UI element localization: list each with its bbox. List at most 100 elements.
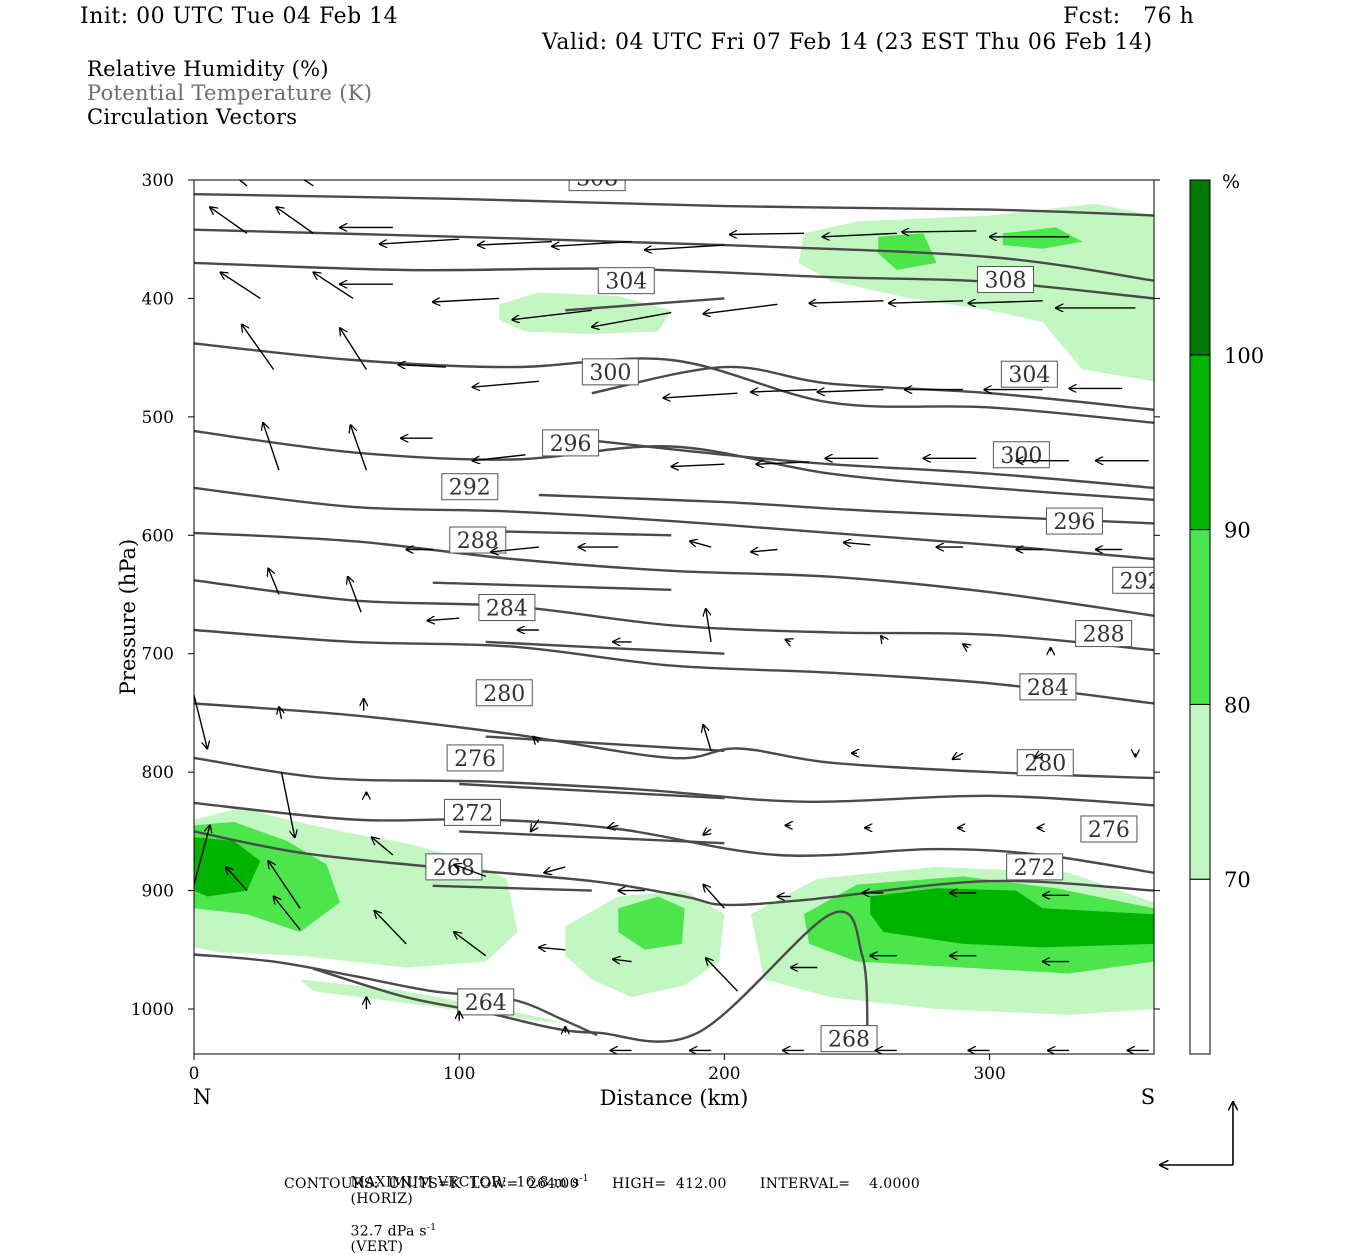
potential-temperature-contours: 264 268 272 276 280 284 288 292 296 300 304 308 304 3… <box>194 108 1154 1053</box>
circulation-vector <box>226 867 248 892</box>
circulation-vector <box>512 309 592 319</box>
circulation-vector <box>703 303 778 314</box>
relative-humidity-fill <box>194 203 1154 1024</box>
contour-label: 312 <box>1053 156 1095 181</box>
x-tick-label: 300 <box>973 1064 1005 1084</box>
x-tick-label: 0 <box>189 1064 200 1084</box>
contour-label: 308 <box>984 268 1026 293</box>
theta-contour <box>194 486 1154 561</box>
circulation-vector <box>280 771 295 837</box>
circulation-vector <box>539 947 566 949</box>
contour-label: 288 <box>1083 623 1125 648</box>
colorbar: 70 80 90 100% <box>1189 171 1264 1055</box>
circulation-vector <box>751 550 778 552</box>
contour-label-box <box>441 473 499 501</box>
theta-contour <box>432 581 672 591</box>
contour-label-box <box>1000 360 1058 388</box>
contour-label-box <box>542 429 600 457</box>
circulation-vector <box>238 180 248 187</box>
circulation-vector <box>889 301 964 303</box>
circulation-vector <box>902 231 977 232</box>
circulation-vector <box>968 301 1043 303</box>
contour-label-box <box>1006 853 1064 881</box>
circulation-vector <box>348 577 362 613</box>
contour-label: 296 <box>1053 510 1095 535</box>
theta-contour <box>591 365 1154 411</box>
colorbar-90-100 <box>1189 354 1211 531</box>
colorbar-label: 70 <box>1224 868 1251 892</box>
contour-label: 312 <box>640 110 682 135</box>
valid-time: Valid: 04 UTC Fri 07 Feb 14 (23 EST Thu … <box>542 30 1153 55</box>
circulation-vector <box>608 825 619 827</box>
circulation-vector <box>809 301 884 303</box>
circulation-vector <box>268 861 301 909</box>
contour-label-box <box>1112 566 1154 594</box>
contour-label-box <box>820 1025 878 1053</box>
contour-label: 276 <box>1088 818 1130 843</box>
max-vector-note: MAXIMUM VECTOR: 16.8 m s-1 (HORIZ) 32.7 … <box>341 1158 589 1255</box>
theta-contour <box>194 193 1154 217</box>
north-label: N <box>193 1085 211 1109</box>
contour-label: 284 <box>486 597 528 622</box>
y-tick-label: 900 <box>142 882 174 902</box>
y-tick-label: 500 <box>142 408 174 428</box>
contour-label: 300 <box>589 361 631 386</box>
contour-label: 304 <box>605 270 647 295</box>
forecast-hour: Fcst: 76 h <box>1063 4 1195 29</box>
circulation-vector <box>706 958 739 992</box>
y-tick-label: 1000 <box>131 1000 174 1020</box>
y-tick-label: 600 <box>142 526 174 546</box>
max-vector-horiz-label: (HORIZ) <box>350 1190 414 1207</box>
theta-contour <box>459 830 725 845</box>
contour-label: 272 <box>1014 856 1056 881</box>
circulation-vector <box>374 911 407 945</box>
contour-label-box <box>1045 507 1103 535</box>
circulation-vector <box>340 328 367 370</box>
contour-label-box <box>443 798 501 826</box>
contour-label-box <box>597 267 655 295</box>
colorbar-label: 100 <box>1224 344 1264 368</box>
circulation-vector <box>372 837 394 856</box>
circulation-vector <box>751 390 818 392</box>
contour-label-box <box>1045 180 1103 181</box>
x-axis-title: Distance (km) <box>600 1086 749 1110</box>
contour-label-box <box>581 358 639 386</box>
circulation-vector <box>531 819 540 832</box>
cross-section-chart: 2642682722762802842882922963003043083043… <box>116 108 1264 1200</box>
circulation-vector <box>268 568 280 595</box>
circulation-vector <box>398 365 446 367</box>
circulation-vector <box>663 392 738 398</box>
contour-label: 268 <box>828 1028 870 1053</box>
circulation-vector <box>552 240 632 247</box>
circulation-vector <box>785 640 790 642</box>
circulation-vector <box>221 272 261 299</box>
contour-label: 308 <box>576 167 618 192</box>
theta-contour <box>565 297 725 312</box>
colorbar-label: 90 <box>1224 519 1251 543</box>
circulation-vector <box>690 541 712 548</box>
contour-info: CONTOURS: UNITS=K LOW= 264.00 HIGH= 412.… <box>284 1176 921 1192</box>
theta-contour <box>194 429 1154 501</box>
rh-80-region <box>618 896 685 950</box>
contour-label-box <box>1080 815 1138 843</box>
colorbar-unit: % <box>1222 171 1240 193</box>
theta-contour <box>194 756 1154 807</box>
colorbar-80-90 <box>1189 529 1211 705</box>
unit-exponent: -1 <box>579 1174 589 1184</box>
circulation-vector <box>533 737 538 743</box>
theta-contour <box>591 439 1154 490</box>
contour-label-box <box>633 108 689 134</box>
contour-label: 276 <box>454 747 496 772</box>
rh-70-region <box>300 979 566 1024</box>
x-tick-label: 100 <box>443 1064 475 1084</box>
circulation-vector <box>433 298 500 302</box>
circulation-vector <box>671 464 725 466</box>
colorbar-below-70 <box>1189 878 1211 1055</box>
circulation-vector <box>703 885 725 909</box>
y-tick-label: 400 <box>142 289 174 309</box>
circulation-vector <box>491 546 539 552</box>
circulation-vector <box>263 423 280 471</box>
contour-label: 272 <box>451 801 493 826</box>
max-vector-vert-label: (VERT) <box>350 1239 404 1255</box>
theta-contour <box>194 830 1154 907</box>
